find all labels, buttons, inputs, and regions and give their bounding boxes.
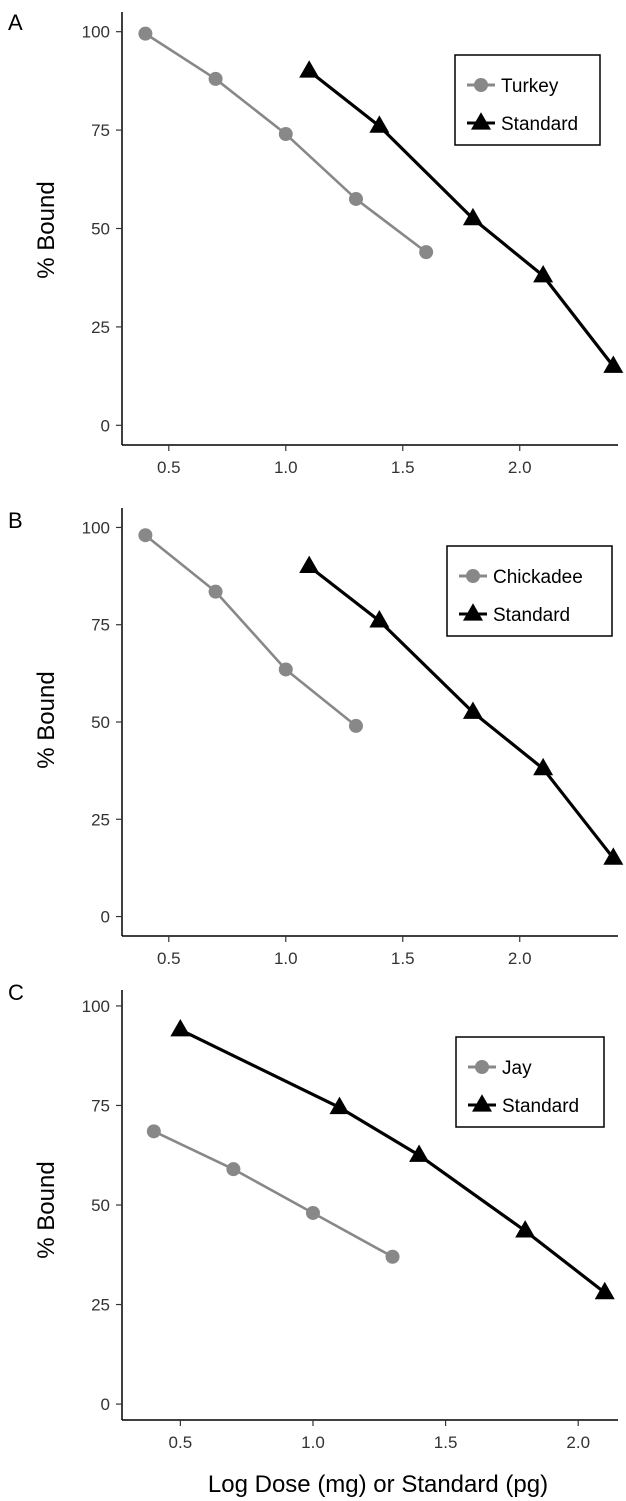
data-point — [305, 1205, 320, 1220]
x-tick-label: 1.5 — [434, 1433, 458, 1452]
x-tick-label: 0.5 — [157, 458, 181, 477]
x-tick-label: 2.0 — [508, 458, 532, 477]
x-tick-label: 1.0 — [274, 949, 298, 968]
data-point — [208, 584, 223, 599]
legend-label: Standard — [493, 605, 570, 626]
y-axis-title: % Bound — [33, 1161, 60, 1258]
series-turkey — [138, 26, 434, 260]
x-tick-label: 2.0 — [566, 1433, 590, 1452]
panel-a: A 0 25 50 75 100 0.5 1.0 1.5 2.0 % Bound Turkey Stan… — [8, 10, 624, 477]
legend-marker — [466, 569, 480, 583]
legend-box — [455, 1036, 605, 1128]
x-tick-label: 0.5 — [169, 1433, 193, 1452]
legend-box — [454, 54, 601, 146]
data-point — [369, 610, 390, 628]
legend-marker — [474, 78, 488, 92]
y-tick-label: 50 — [91, 1196, 110, 1215]
legend-box — [446, 545, 613, 637]
x-tick-label: 0.5 — [157, 949, 181, 968]
series-chickadee — [138, 528, 363, 733]
data-point — [299, 555, 320, 573]
series-standard — [299, 555, 624, 865]
legend-label: Standard — [502, 1096, 579, 1117]
x-tick-label: 1.0 — [301, 1433, 325, 1452]
legend-label: Jay — [502, 1058, 532, 1079]
data-point — [369, 115, 390, 133]
data-point — [138, 528, 153, 543]
data-point — [138, 26, 153, 41]
series-line — [153, 1130, 394, 1258]
y-tick-label: 75 — [91, 121, 110, 140]
data-point — [278, 662, 293, 677]
data-point — [409, 1144, 430, 1162]
legend-marker — [475, 1060, 489, 1074]
series-line — [144, 534, 357, 727]
data-point — [533, 757, 554, 776]
panel-letter: C — [8, 980, 24, 1005]
data-point — [419, 245, 434, 260]
data-point — [462, 207, 483, 226]
data-point — [348, 718, 363, 733]
series-jay — [146, 1124, 400, 1264]
legend-marker — [463, 603, 483, 621]
data-point — [594, 1281, 615, 1300]
y-tick-label: 0 — [101, 1395, 110, 1414]
x-tick-label: 1.0 — [274, 458, 298, 477]
data-point — [146, 1124, 161, 1139]
y-tick-label: 0 — [101, 416, 110, 435]
data-point — [170, 1019, 191, 1037]
y-tick-label: 50 — [91, 220, 110, 239]
legend-label: Turkey — [501, 76, 559, 97]
y-tick-label: 50 — [91, 713, 110, 732]
x-axis-title: Log Dose (mg) or Standard (pg) — [208, 1471, 548, 1498]
series-line — [144, 32, 427, 254]
data-point — [385, 1249, 400, 1264]
y-tick-label: 25 — [91, 318, 110, 337]
data-point — [226, 1162, 241, 1177]
y-axis-title: % Bound — [33, 671, 60, 768]
series-standard — [170, 1019, 615, 1300]
y-tick-label: 100 — [82, 518, 110, 537]
legend-marker — [471, 112, 491, 130]
y-tick-label: 100 — [82, 997, 110, 1016]
legend-label: Standard — [501, 114, 578, 135]
y-tick-label: 75 — [91, 1096, 110, 1115]
data-point — [533, 264, 554, 283]
x-tick-label: 1.5 — [391, 949, 415, 968]
x-tick-label: 2.0 — [508, 949, 532, 968]
panel-letter: A — [8, 10, 23, 35]
legend-label: Chickadee — [493, 567, 583, 588]
data-point — [299, 60, 320, 78]
y-tick-label: 0 — [101, 908, 110, 927]
y-tick-label: 75 — [91, 616, 110, 635]
legend: Turkey Standard — [454, 54, 601, 146]
panel-letter: B — [8, 508, 23, 533]
y-axis-title: % Bound — [33, 181, 60, 278]
y-tick-label: 25 — [91, 1296, 110, 1315]
data-point — [208, 71, 223, 86]
data-point — [515, 1220, 536, 1238]
data-point — [603, 847, 624, 865]
legend: Chickadee Standard — [446, 545, 613, 637]
data-point — [462, 701, 483, 719]
series-standard — [299, 60, 624, 373]
legend: Jay Standard — [455, 1036, 605, 1128]
panel-b: B 0 25 50 75 100 0.5 1.0 1.5 2.0 % Bound Chickadee S… — [8, 508, 624, 968]
data-point — [348, 191, 363, 206]
y-tick-label: 100 — [82, 23, 110, 42]
y-tick-label: 25 — [91, 810, 110, 829]
x-tick-label: 1.5 — [391, 458, 415, 477]
panel-c: C 0 25 50 75 100 0.5 1.0 1.5 2.0 % Bound Log Dose (… — [8, 980, 618, 1498]
legend-marker — [472, 1094, 492, 1112]
data-point — [329, 1096, 350, 1115]
data-point — [603, 355, 624, 373]
data-point — [278, 127, 293, 142]
